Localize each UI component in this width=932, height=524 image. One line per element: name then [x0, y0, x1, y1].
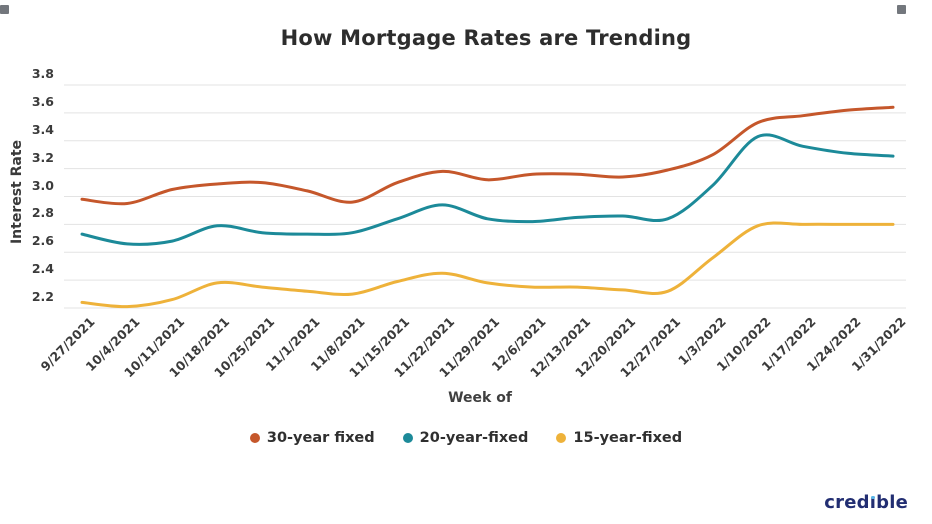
y-tick-label: 3.0	[31, 178, 54, 193]
y-tick-label: 3.4	[31, 122, 54, 137]
legend-item-30-year-fixed: 30-year fixed	[249, 430, 375, 446]
y-tick-label: 2.8	[31, 205, 54, 220]
legend-item-15-year-fixed: 15-year-fixed	[556, 430, 682, 446]
credible-logo: credı ble	[824, 492, 908, 513]
y-tick-label: 2.4	[31, 261, 54, 276]
line-20-year-fixed	[80, 133, 895, 246]
legend-item-20-year-fixed: 20-year-fixed	[402, 430, 529, 446]
y-tick-label: 3.6	[31, 94, 54, 109]
chart-legend: 30-year fixed 20-year-fixed 15-year-fixed	[0, 430, 932, 446]
y-tick-label: 2.2	[31, 289, 54, 304]
screen-artifact-right-icon	[897, 5, 906, 14]
line-15-year-fixed	[80, 221, 895, 309]
screen-artifact-left-icon	[0, 5, 9, 14]
logo-i-dot-icon	[871, 495, 875, 499]
legend-label: 30-year fixed	[266, 430, 375, 446]
logo-i: ı	[869, 492, 877, 513]
y-tick-label: 2.6	[31, 233, 54, 248]
y-tick-label: 3.8	[31, 66, 54, 81]
x-axis-title: Week of	[448, 390, 512, 406]
legend-dot-icon	[249, 433, 260, 443]
legend-dot-icon	[556, 433, 567, 443]
legend-label: 20-year-fixed	[419, 430, 529, 446]
legend-dot-icon	[402, 433, 413, 443]
chart-title: How Mortgage Rates are Trending	[280, 26, 692, 50]
line-30-year-fixed	[80, 105, 895, 206]
legend-label: 15-year-fixed	[573, 430, 683, 446]
y-tick-label: 3.2	[31, 150, 54, 165]
